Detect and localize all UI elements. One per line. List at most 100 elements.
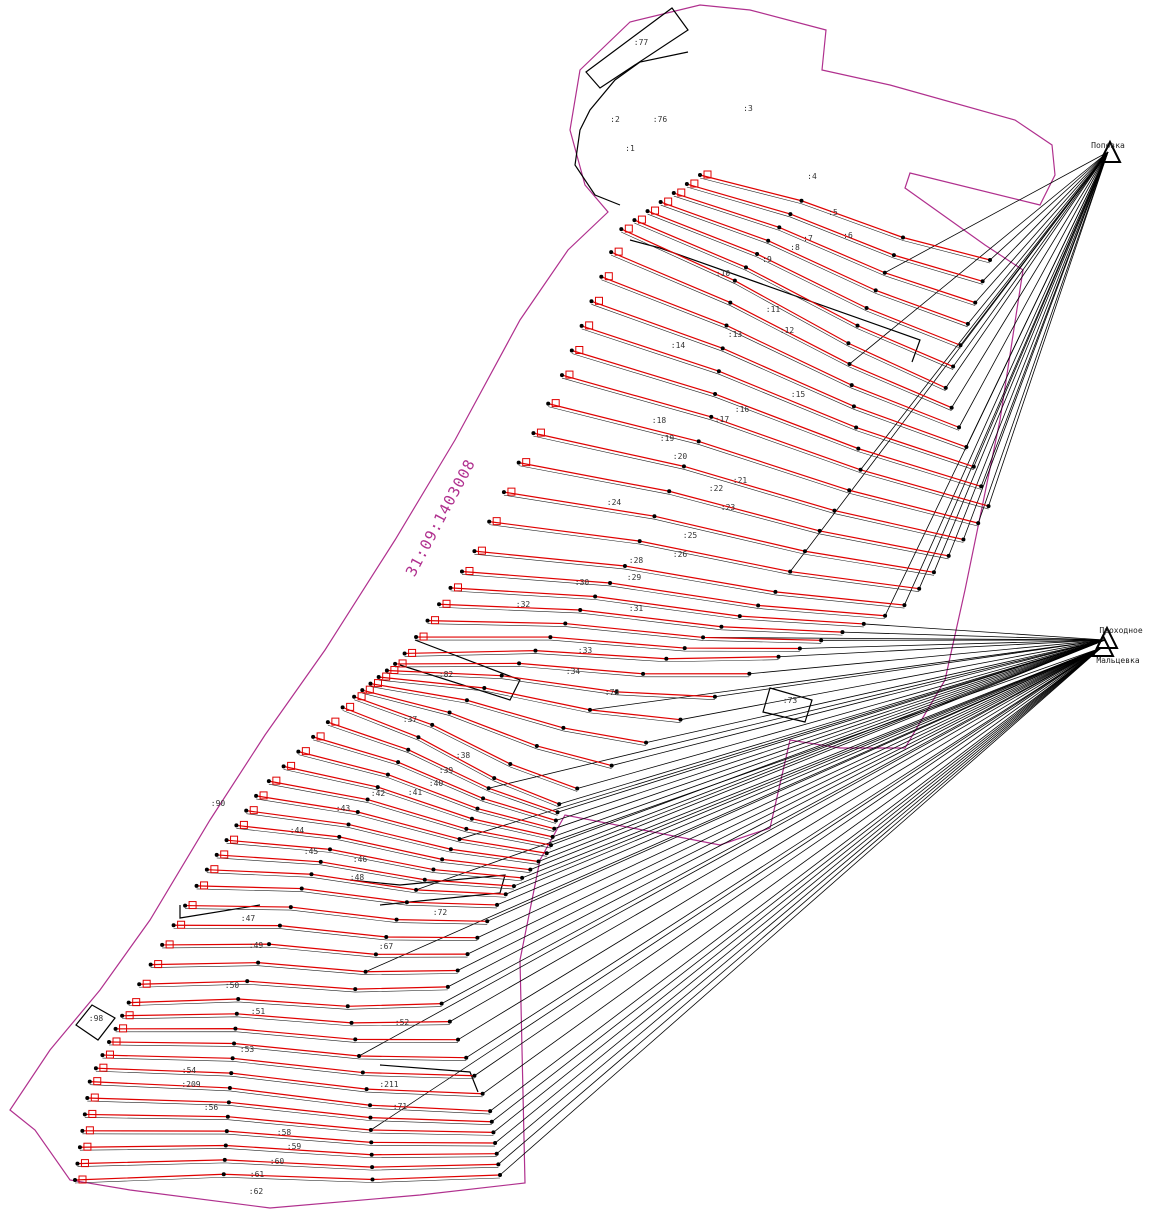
survey-point	[855, 323, 860, 328]
parcel-number: :76	[653, 115, 668, 124]
survey-point	[414, 635, 419, 640]
parcel-strip	[427, 620, 822, 641]
survey-point	[464, 1055, 469, 1060]
survey-ray	[459, 639, 1106, 840]
survey-point	[728, 300, 733, 305]
survey-ray	[477, 647, 1102, 939]
parcel-number: :5	[828, 208, 838, 217]
parcel-number: :98	[89, 1014, 104, 1023]
survey-point	[817, 528, 822, 533]
survey-point	[840, 630, 845, 635]
survey-ray	[933, 151, 1109, 573]
survey-point	[224, 838, 229, 843]
survey-point	[548, 843, 553, 848]
survey-point	[788, 212, 793, 217]
survey-point	[414, 887, 419, 892]
survey-ray	[447, 647, 1102, 988]
parcel-strip-edge	[591, 304, 967, 451]
parcel-strip-edge	[647, 213, 961, 349]
survey-ray	[467, 647, 1102, 955]
building	[453, 583, 462, 592]
survey-point	[480, 1091, 485, 1096]
parcel-strip-edge	[256, 798, 547, 857]
parcel-strip	[386, 669, 715, 698]
building	[331, 717, 340, 726]
parcel-number: :25	[683, 531, 698, 540]
parcel-strip	[474, 550, 905, 606]
survey-point	[971, 464, 976, 469]
building	[316, 732, 325, 741]
survey-point	[645, 209, 650, 214]
survey-point	[221, 1172, 226, 1177]
survey-point	[797, 646, 802, 651]
survey-ray	[415, 647, 1102, 891]
building	[604, 272, 613, 281]
survey-point	[609, 763, 614, 768]
building	[125, 1011, 134, 1020]
parcel-strip	[438, 603, 843, 633]
parcel-strip	[647, 210, 961, 346]
survey-ray	[365, 647, 1102, 973]
survey-point	[755, 252, 760, 257]
survey-point	[227, 1085, 232, 1090]
survey-point	[766, 238, 771, 243]
parcel-strip-edge	[102, 1057, 475, 1080]
building	[585, 321, 594, 330]
survey-point	[491, 1130, 496, 1135]
survey-point	[854, 425, 859, 430]
survey-ray	[974, 151, 1109, 303]
survey-point	[743, 265, 748, 270]
survey-point	[254, 793, 259, 798]
building	[551, 399, 560, 408]
survey-point	[406, 747, 411, 752]
building	[301, 747, 310, 756]
parcel-strip	[581, 325, 974, 468]
parcel-number: :21	[733, 476, 748, 485]
parcel-strip-edge	[109, 1044, 467, 1062]
parcel-number: :31	[629, 604, 644, 613]
quarter-outline	[9, 4, 1056, 1209]
building	[287, 761, 296, 770]
parcel-strip	[312, 736, 557, 822]
survey-point	[882, 270, 887, 275]
parcel-outline	[585, 7, 689, 89]
survey-point	[732, 278, 737, 283]
parcel-strip-edge	[74, 1176, 501, 1184]
survey-point	[489, 1119, 494, 1124]
parcel-number: :15	[791, 390, 806, 399]
survey-ray	[963, 151, 1109, 540]
survey-ray	[945, 151, 1109, 389]
parcel-strip	[115, 1028, 459, 1041]
parcel-strip	[610, 251, 952, 409]
survey-ray	[645, 639, 1106, 744]
survey-point	[832, 508, 837, 513]
survey-point	[531, 431, 536, 436]
parcel-strip-edge	[122, 1016, 450, 1027]
parcel-number: :23	[721, 503, 736, 512]
survey-point	[799, 198, 804, 203]
survey-point	[652, 514, 657, 519]
building	[390, 665, 399, 674]
parcel-number: :34	[566, 667, 581, 676]
parcel-number: :29	[627, 573, 642, 582]
survey-ray	[552, 639, 1106, 838]
survey-point	[548, 635, 553, 640]
parcel-strip-edge	[342, 710, 560, 808]
parcel-strip	[74, 1173, 501, 1181]
building	[177, 920, 186, 929]
building	[112, 1037, 121, 1046]
survey-point	[357, 1053, 362, 1058]
survey-point	[73, 1178, 77, 1182]
parcel-number: :26	[673, 550, 688, 559]
survey-point	[622, 564, 627, 569]
survey-point	[802, 549, 807, 554]
survey-point	[369, 1140, 374, 1145]
survey-point	[225, 1114, 230, 1119]
survey-rays	[358, 151, 1109, 1176]
parcel-number: :28	[629, 556, 644, 565]
survey-point	[223, 1143, 228, 1148]
survey-ray	[457, 647, 1102, 1041]
survey-point	[234, 1011, 239, 1016]
survey-point	[465, 952, 470, 957]
survey-point	[472, 549, 477, 554]
